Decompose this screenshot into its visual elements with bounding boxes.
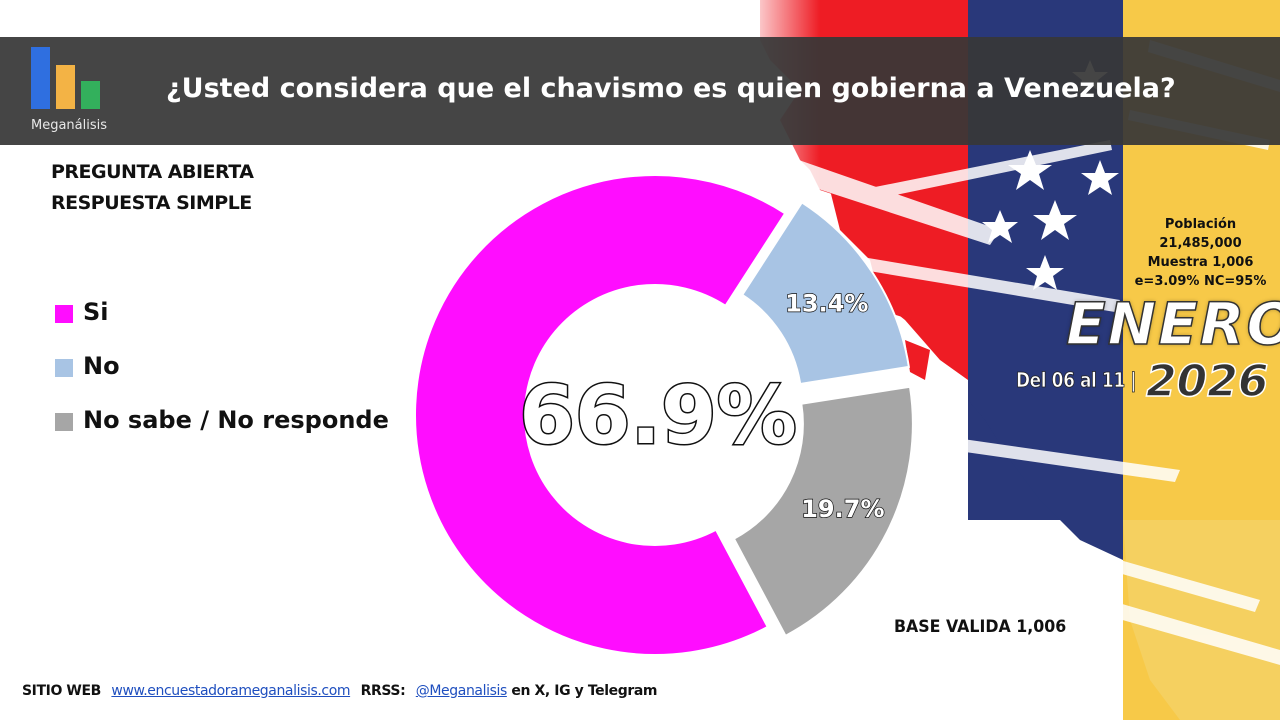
data-label-no: 13.4% <box>785 290 868 318</box>
logo-text: Meganálisis <box>30 118 108 133</box>
footer-networks: en X, IG y Telegram <box>511 683 658 699</box>
poblacion-value: 21,485,000 <box>1159 236 1242 251</box>
question-title: ¿Usted considera que el chavismo es quie… <box>166 73 1176 104</box>
footer-rrss-label: RRSS: <box>360 683 406 699</box>
data-label-si: 66.9% <box>519 369 797 462</box>
question-type-line1: PREGUNTA ABIERTA <box>51 161 254 183</box>
meganalisis-logo: Meganálisis <box>24 47 114 135</box>
error-text: e=3.09% NC=95% <box>1134 274 1267 289</box>
slice-no <box>740 201 911 386</box>
base-valida: BASE VALIDA 1,006 <box>894 617 1067 637</box>
logo-bar-green <box>81 81 100 109</box>
footer-site-link[interactable]: www.encuestadorameganalisis.com <box>111 683 351 699</box>
footer-handle-link[interactable]: @Meganalisis <box>415 683 507 699</box>
survey-info: Población 21,485,000 Muestra 1,006 e=3.0… <box>1128 215 1273 291</box>
legend-swatch-ns <box>55 413 73 431</box>
legend-swatch-si <box>55 305 73 323</box>
footer-site-label: SITIO WEB <box>22 683 101 699</box>
poblacion-label: Población <box>1164 217 1237 232</box>
period-dates: Del 06 al 11 | <box>1016 368 1137 393</box>
logo-bar-yellow <box>56 65 75 109</box>
period-year: 2026 <box>1145 355 1269 408</box>
slice-ns <box>732 385 914 638</box>
question-type: PREGUNTA ABIERTA RESPUESTA SIMPLE <box>51 157 254 219</box>
header-bar: Meganálisis ¿Usted considera que el chav… <box>0 37 1280 145</box>
muestra-text: Muestra 1,006 <box>1147 255 1254 270</box>
legend-swatch-no <box>55 359 73 377</box>
period-month: ENERO <box>1065 289 1280 359</box>
logo-bar-blue <box>31 47 50 109</box>
legend-label-si: Si <box>83 298 109 326</box>
legend-label-no: No <box>83 352 120 380</box>
data-label-ns: 19.7% <box>801 495 884 523</box>
slice-si <box>414 174 787 656</box>
footer: SITIO WEB www.encuestadorameganalisis.co… <box>22 683 657 699</box>
legend-label-ns: No sabe / No responde <box>83 406 389 434</box>
question-type-line2: RESPUESTA SIMPLE <box>51 192 252 214</box>
